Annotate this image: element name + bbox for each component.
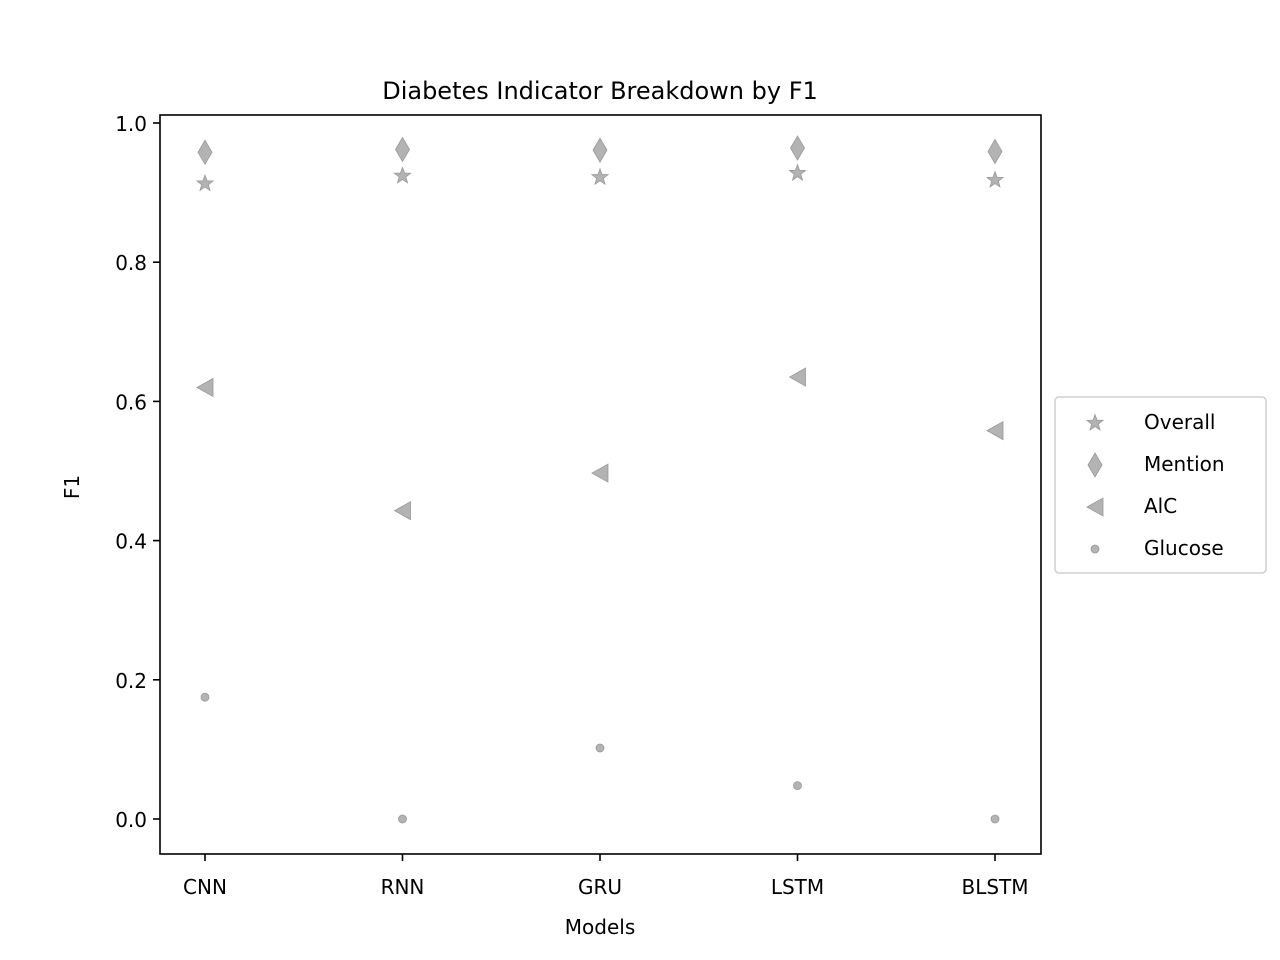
point-alc-lstm xyxy=(788,367,806,387)
x-tick-label-gru: GRU xyxy=(578,875,622,899)
legend-label-glucose: Glucose xyxy=(1144,536,1224,560)
x-axis: CNN RNN GRU LSTM BLSTM xyxy=(183,854,1029,899)
legend-marker-alc xyxy=(1086,497,1104,517)
point-mention-cnn xyxy=(197,139,213,166)
point-overall-rnn xyxy=(393,166,412,184)
point-alc-gru xyxy=(591,463,609,483)
y-tick-label: 0.8 xyxy=(115,251,147,275)
point-overall-gru xyxy=(590,167,610,186)
chart-title: Diabetes Indicator Breakdown by F1 xyxy=(382,77,818,105)
point-alc-cnn xyxy=(196,377,214,398)
legend-marker-glucose xyxy=(1090,544,1100,554)
legend-marker-mention xyxy=(1087,452,1103,478)
legend-items: Overall Mention AlC Glucose xyxy=(1085,410,1225,560)
point-alc-blstm xyxy=(986,420,1004,441)
point-mention-rnn xyxy=(395,136,410,163)
point-mention-blstm xyxy=(987,138,1003,165)
x-tick-label-rnn: RNN xyxy=(381,875,425,899)
legend-marker-overall xyxy=(1085,413,1105,431)
x-tick-label-blstm: BLSTM xyxy=(961,875,1028,899)
y-tick-label: 0.6 xyxy=(115,390,147,414)
y-axis: 0.0 0.2 0.4 0.6 0.8 1.0 xyxy=(115,112,160,832)
plot-marks xyxy=(195,135,1005,824)
legend-label-overall: Overall xyxy=(1144,410,1215,434)
y-tick-label: 1.0 xyxy=(115,112,147,136)
y-tick-label: 0.4 xyxy=(115,530,147,554)
point-glucose-gru xyxy=(595,743,605,753)
y-tick-label: 0.2 xyxy=(115,669,147,693)
point-mention-gru xyxy=(592,137,608,163)
point-mention-lstm xyxy=(790,135,805,161)
y-tick-label: 0.0 xyxy=(115,808,147,832)
x-tick-label-cnn: CNN xyxy=(183,875,227,899)
point-glucose-blstm xyxy=(990,814,1000,824)
point-overall-cnn xyxy=(195,173,215,192)
legend-label-mention: Mention xyxy=(1144,452,1225,476)
x-tick-label-lstm: LSTM xyxy=(771,875,824,899)
y-axis-label: F1 xyxy=(60,475,84,499)
point-glucose-lstm xyxy=(793,781,802,790)
point-alc-rnn xyxy=(393,500,411,521)
legend: Overall Mention AlC Glucose xyxy=(1054,396,1267,574)
legend-label-alc: AlC xyxy=(1144,494,1177,518)
x-axis-label: Models xyxy=(565,915,635,939)
point-overall-blstm xyxy=(985,170,1005,188)
point-overall-lstm xyxy=(788,163,807,181)
legend-frame xyxy=(1054,396,1267,574)
point-glucose-cnn xyxy=(200,692,210,702)
point-glucose-rnn xyxy=(398,814,407,824)
